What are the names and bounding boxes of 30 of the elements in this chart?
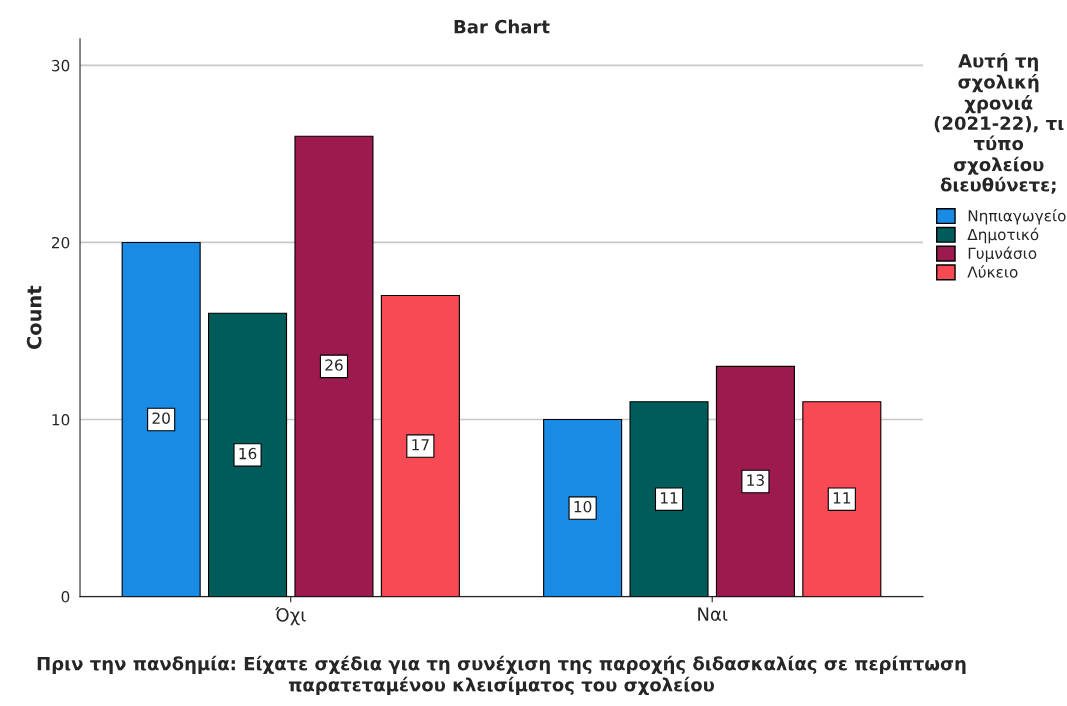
bar — [629, 401, 709, 597]
data-label: 10 — [574, 500, 592, 513]
bar — [715, 365, 795, 597]
x-axis-title: Πριν την πανδημία: Είχατε σχέδια για τη συνέχιση της παροχής διδασκαλίας σε περίπτωση παρατεταμένου κλεισίματος του σχολείου — [37, 655, 966, 696]
data-label: 11 — [833, 492, 851, 504]
y-tick-label: 20 — [51, 236, 70, 249]
y-tick-label: 0 — [61, 591, 70, 603]
x-tick-label: Ναι — [698, 607, 728, 621]
data-label: 20 — [152, 412, 170, 424]
y-tick-label: 30 — [52, 59, 70, 72]
bar — [802, 401, 882, 597]
data-label: 17 — [412, 439, 429, 451]
bar — [380, 295, 460, 597]
bar — [294, 135, 374, 597]
data-label: 13 — [747, 474, 764, 486]
y-axis-title: Count — [26, 285, 42, 350]
bar — [208, 312, 288, 597]
y-tick-label: 10 — [52, 413, 70, 426]
legend-title: Αυτή τη σχολική χρονιά (2021-22), τι τύπο σχολείου διευθύνετε; — [934, 52, 1064, 194]
data-label: 11 — [660, 492, 678, 504]
legend-label: Γυμνάσιο — [968, 246, 1037, 262]
data-label: 16 — [239, 447, 257, 460]
x-tick-label: Όχι — [275, 606, 306, 626]
legend-label: Λύκειο — [967, 265, 1018, 278]
chart-title: Bar Chart — [454, 19, 550, 34]
legend-label: Νηπιαγωγείο — [968, 209, 1066, 225]
bar — [543, 418, 623, 597]
bar — [121, 241, 201, 597]
data-label: 26 — [325, 359, 343, 371]
legend-label: Δημοτικό — [967, 227, 1039, 244]
